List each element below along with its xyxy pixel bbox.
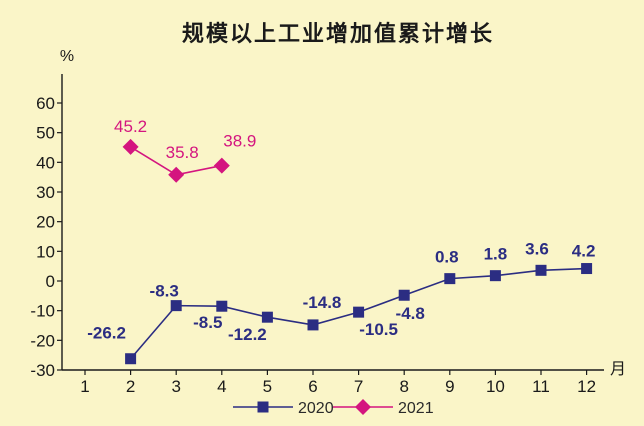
data-label-2021: 38.9 [223, 132, 256, 151]
y-tick-label: -10 [30, 302, 55, 321]
data-label-2021: 45.2 [114, 117, 147, 136]
y-tick-label: 10 [36, 242, 55, 261]
x-tick-label: 1 [80, 377, 89, 396]
data-label-2020: 1.8 [484, 245, 508, 264]
series-2020-marker [398, 289, 410, 301]
x-tick-label: 12 [577, 377, 596, 396]
data-label-2020: -26.2 [87, 324, 126, 343]
x-axis-unit-label: 月 [610, 361, 626, 378]
data-label-2020: -8.3 [150, 282, 179, 301]
series-2020-marker [535, 264, 547, 276]
series-2020-marker [216, 300, 228, 312]
data-label-2020: 3.6 [525, 239, 549, 258]
data-label-2020: -8.5 [193, 313, 222, 332]
x-tick-label: 4 [217, 377, 226, 396]
data-label-2020: -4.8 [396, 304, 425, 323]
y-tick-label: -20 [30, 331, 55, 350]
data-label-2020: 4.2 [572, 242, 596, 261]
data-label-2021: 35.8 [166, 143, 199, 162]
x-tick-label: 8 [399, 377, 408, 396]
y-axis-unit-label: % [60, 48, 74, 65]
legend-marker-2021 [355, 399, 371, 415]
series-2020-marker [307, 319, 319, 331]
data-label-2020: -10.5 [359, 320, 398, 339]
legend: 2020 2021 [233, 399, 434, 417]
series-markers [122, 138, 593, 365]
series-2020-marker [444, 273, 456, 285]
y-tick-label: 30 [36, 183, 55, 202]
series-2020-marker [581, 263, 593, 275]
x-tick-label: 10 [486, 377, 505, 396]
series-2020-marker [353, 306, 365, 318]
legend-label-2021: 2021 [398, 400, 434, 417]
series-2020-marker [489, 270, 501, 282]
y-tick-label: 50 [36, 124, 55, 143]
x-tick-label: 2 [126, 377, 135, 396]
series-2020-marker [170, 300, 182, 312]
y-tick-label: 60 [36, 94, 55, 113]
series-2021-marker [122, 138, 139, 155]
series-2021-marker [213, 157, 230, 174]
series-2020-marker [261, 311, 273, 323]
legend-marker-2020 [257, 401, 269, 413]
x-tick-label: 5 [263, 377, 272, 396]
series-2020-marker [125, 353, 137, 365]
legend-label-2020: 2020 [298, 400, 334, 417]
data-label-2020: -14.8 [303, 293, 342, 312]
chart-title: 规模以上工业增加值累计增长 [182, 21, 494, 47]
x-tick-label: 3 [171, 377, 180, 396]
y-tick-label: 20 [36, 213, 55, 232]
y-tick-label: -30 [30, 361, 55, 380]
series-2021-marker [168, 166, 185, 183]
data-label-2020: -12.2 [228, 325, 267, 344]
y-tick-label: 0 [46, 272, 55, 291]
x-tick-label: 11 [532, 377, 550, 396]
x-tick-label: 9 [445, 377, 454, 396]
data-label-2020: 0.8 [435, 248, 459, 267]
x-tick-label: 6 [308, 377, 317, 396]
x-tick-label: 7 [354, 377, 363, 396]
y-tick-label: 40 [36, 153, 55, 172]
data-labels: -26.2 -8.3 -8.5 -12.2 -14.8 -10.5-4.8 0.8 1.8 3.… [87, 117, 595, 344]
